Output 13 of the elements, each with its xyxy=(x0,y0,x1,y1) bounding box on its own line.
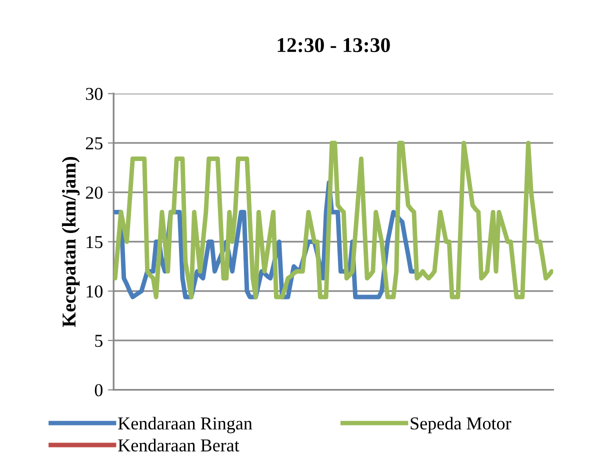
y-tick-label: 15 xyxy=(86,236,102,248)
y-tick-label: 0 xyxy=(94,384,103,396)
y-tick-label: 30 xyxy=(86,88,103,100)
chart-title: 12:30 - 13:30 xyxy=(278,38,390,52)
y-axis-title: Kecepatan (km/jam) xyxy=(62,156,80,327)
legend-label: Kendaraan Ringan xyxy=(118,416,252,434)
y-tick-label: 10 xyxy=(86,285,103,298)
y-tick-label: 20 xyxy=(86,186,103,199)
legend-label: Sepeda Motor xyxy=(410,416,512,434)
y-tick-label: 25 xyxy=(86,137,102,150)
y-tick-label: 5 xyxy=(95,334,102,347)
line-series xyxy=(114,140,554,300)
legend-label: Kendaraan Berat xyxy=(118,438,240,452)
